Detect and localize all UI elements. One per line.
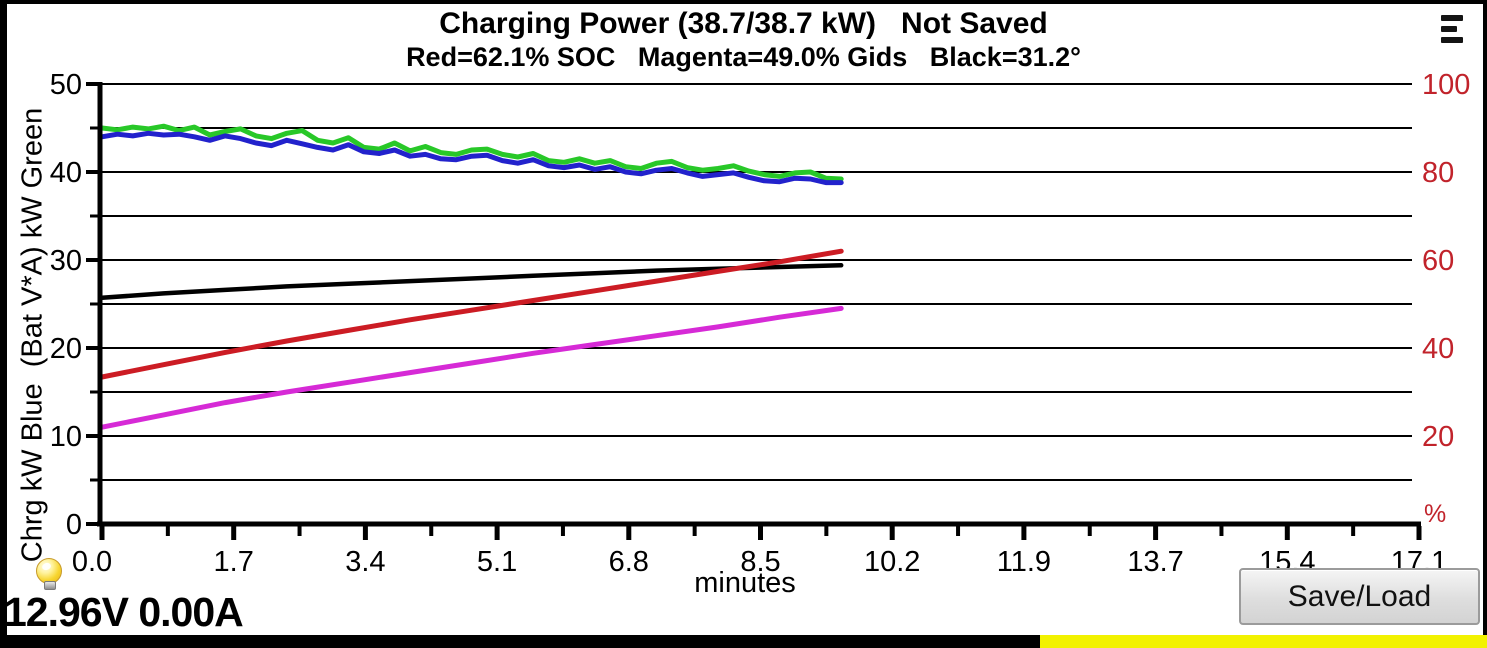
bottom-bar-black	[0, 635, 1040, 648]
x-tick-label-5.1: 5.1	[477, 546, 517, 578]
right-tick-label-40: 40	[1422, 333, 1454, 365]
left-tick-label-10: 10	[50, 421, 82, 453]
left-tick-label-30: 30	[50, 245, 82, 277]
lightbulb-icon[interactable]	[36, 558, 64, 600]
right-tick-label-80: 80	[1422, 157, 1454, 189]
right-axis-unit-label: %	[1424, 500, 1446, 528]
series-line-red	[99, 248, 844, 380]
menu-button[interactable]	[1441, 15, 1479, 59]
x-tick-label-6.8: 6.8	[609, 546, 649, 578]
right-tick-label-60: 60	[1422, 245, 1454, 277]
series-line-green	[99, 123, 844, 182]
x-tick-label-10.2: 10.2	[864, 546, 920, 578]
x-tick-label-0.0: 0.0	[72, 546, 112, 578]
voltage-current-readout: 12.96V 0.00A	[4, 589, 244, 635]
bottom-bar-yellow	[1040, 635, 1487, 648]
screen-background	[7, 4, 1483, 635]
hamburger-icon	[1441, 15, 1479, 43]
x-tick-label-11.9: 11.9	[997, 546, 1051, 578]
right-tick-label-20: 20	[1422, 421, 1454, 453]
x-tick-label-3.4: 3.4	[345, 546, 385, 578]
series-line-blue	[99, 130, 844, 186]
x-tick-label-13.7: 13.7	[1127, 546, 1183, 578]
save-load-label: Save/Load	[1287, 579, 1432, 613]
left-tick-label-0: 0	[66, 509, 82, 541]
left-tick-label-50: 50	[50, 69, 82, 101]
series-line-magenta	[99, 305, 844, 430]
chart-legend-subtitle: Red=62.1% SOC Magenta=49.0% Gids Black=3…	[406, 42, 1081, 72]
x-tick-label-8.5: 8.5	[740, 546, 780, 578]
left-tick-label-40: 40	[50, 157, 82, 189]
save-load-button[interactable]: Save/Load	[1239, 568, 1480, 625]
series-line-black	[99, 263, 844, 301]
x-axis-title: minutes	[694, 567, 796, 599]
right-tick-label-100: 100	[1422, 69, 1470, 101]
left-tick-label-20: 20	[50, 333, 82, 365]
chart-title: Charging Power (38.7/38.7 kW) Not Saved	[439, 7, 1048, 40]
x-tick-label-1.7: 1.7	[214, 546, 254, 578]
left-axis-title: Chrg kW Blue (Bat V*A) kW Green	[16, 107, 49, 563]
